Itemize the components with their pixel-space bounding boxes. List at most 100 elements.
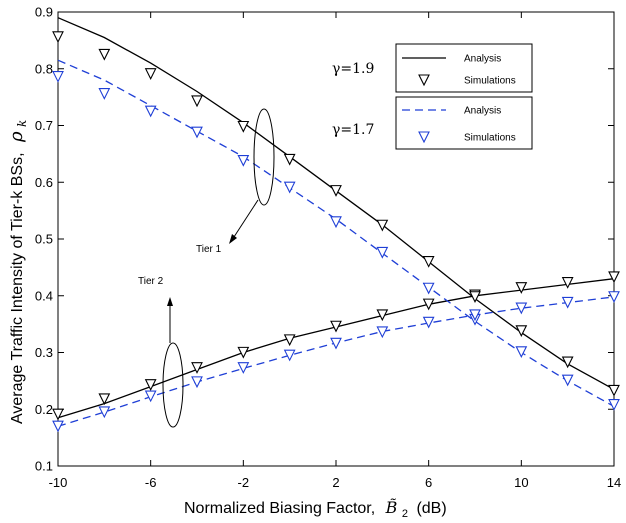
legend-label: Simulations	[464, 133, 516, 144]
data-point	[330, 320, 342, 333]
legend: Analysis Simulations Analysis Simulations	[395, 43, 533, 150]
data-point	[422, 282, 435, 295]
x-tick-label: 6	[425, 475, 432, 490]
y-tick-label: 0.9	[35, 5, 53, 20]
svg-text:Average Traffic Intensity of T: Average Traffic Intensity of Tier-k BSs,…	[6, 120, 29, 424]
x-tick-label: 10	[514, 475, 528, 490]
data-point	[561, 296, 574, 309]
data-point	[376, 219, 389, 232]
legend-marker	[418, 74, 430, 87]
data-point	[52, 71, 64, 83]
y-tick-label: 0.5	[35, 232, 53, 247]
data-point	[191, 362, 203, 374]
tier2-arrowhead	[167, 297, 173, 306]
y-axis-title-symbol: ρ	[6, 131, 27, 143]
y-tick-label: 0.4	[35, 288, 53, 303]
x-tick-label: 2	[332, 475, 339, 490]
y-tick-label: 0.6	[35, 175, 53, 190]
x-tick-label: -6	[145, 475, 157, 490]
data-point	[422, 256, 435, 268]
data-point	[376, 246, 389, 259]
data-point	[469, 309, 481, 322]
data-point	[422, 298, 435, 311]
series-markers-3	[52, 271, 620, 421]
series-markers-5	[52, 71, 620, 411]
data-point	[144, 105, 157, 118]
tier1-ellipse	[253, 108, 275, 206]
data-point	[52, 420, 64, 433]
data-point	[98, 48, 111, 61]
ticks-layer: -10 -6 -2 2 6 10 14 0.1 0.2 0.3 0.4 0.5 0.6 0.7 0.8 0.9	[35, 5, 621, 491]
data-point	[469, 291, 481, 303]
legend-label: Analysis	[464, 54, 501, 65]
tier1-arrow	[231, 199, 259, 241]
x-tick-label: -10	[49, 475, 68, 490]
gamma-1-9-label: γ=1.9	[332, 61, 374, 77]
data-point	[237, 155, 250, 167]
svg-text:Normalized Biasing Factor,: Normalized Biasing Factor, B̃ 2 (dB)	[184, 498, 447, 521]
data-point	[422, 316, 435, 329]
data-point	[515, 325, 528, 338]
data-point	[330, 216, 342, 229]
data-point	[98, 393, 111, 406]
data-point	[561, 277, 574, 289]
legend-entry-1: Simulations	[418, 74, 516, 87]
data-point	[515, 346, 528, 359]
legend-entry-2: Analysis	[402, 106, 501, 117]
x-axis-title-text: Normalized Biasing Factor,	[184, 500, 375, 517]
y-tick-label: 0.8	[35, 61, 53, 76]
x-tick-label: 14	[607, 475, 621, 490]
x-axis-title-unit: (dB)	[416, 500, 446, 517]
legend-entries: Analysis Simulations Analysis Simulations	[402, 54, 516, 144]
data-point	[237, 120, 250, 133]
series-layer	[52, 17, 620, 433]
data-point	[191, 376, 203, 389]
x-axis-title: Normalized Biasing Factor, B̃ 2 (dB)	[184, 498, 447, 521]
data-point	[52, 408, 64, 421]
data-point	[98, 88, 111, 100]
y-tick-label: 0.1	[35, 459, 53, 474]
x-axis-title-symbol: B̃	[385, 498, 398, 517]
y-axis-title-subscript: k	[15, 120, 29, 127]
data-point	[608, 271, 620, 284]
data-point	[144, 379, 157, 391]
legend-box-top	[395, 43, 533, 93]
tier1-arrowhead	[229, 234, 237, 244]
data-point	[330, 337, 342, 350]
legend-label: Analysis	[464, 106, 501, 117]
tier2-label: Tier 2	[138, 276, 164, 287]
y-tick-label: 0.7	[35, 118, 53, 133]
data-point	[608, 384, 620, 397]
x-tick-label: -2	[238, 475, 250, 490]
data-point	[52, 31, 64, 44]
y-axis-title-text: Average Traffic Intensity of Tier-k BSs,	[9, 152, 26, 424]
y-axis-title: Average Traffic Intensity of Tier-k BSs,…	[6, 120, 29, 424]
annotations: Tier 1 Tier 2 γ=1.9 γ=1.7	[138, 61, 374, 428]
data-point	[376, 326, 389, 339]
data-point	[283, 349, 296, 362]
legend-entry-0: Analysis	[402, 54, 501, 65]
data-point	[515, 282, 528, 294]
y-tick-label: 0.3	[35, 345, 53, 360]
data-point	[237, 346, 250, 359]
data-point	[283, 334, 296, 347]
legend-marker	[418, 131, 430, 144]
data-point	[376, 309, 389, 322]
data-point	[98, 406, 111, 419]
legend-box-bottom	[395, 96, 533, 150]
data-point	[144, 390, 157, 403]
data-point	[608, 291, 620, 303]
data-point	[283, 153, 296, 166]
data-point	[330, 185, 342, 197]
tier2-ellipse	[162, 342, 184, 428]
x-axis-title-subscript: 2	[402, 508, 408, 520]
data-point	[144, 68, 157, 80]
legend-label: Simulations	[464, 76, 516, 87]
gamma-1-7-label: γ=1.7	[332, 122, 374, 138]
series-markers-7	[52, 291, 620, 433]
data-point	[283, 181, 296, 194]
data-point	[561, 356, 574, 369]
legend-entry-3: Simulations	[418, 131, 516, 144]
data-point	[237, 362, 250, 374]
